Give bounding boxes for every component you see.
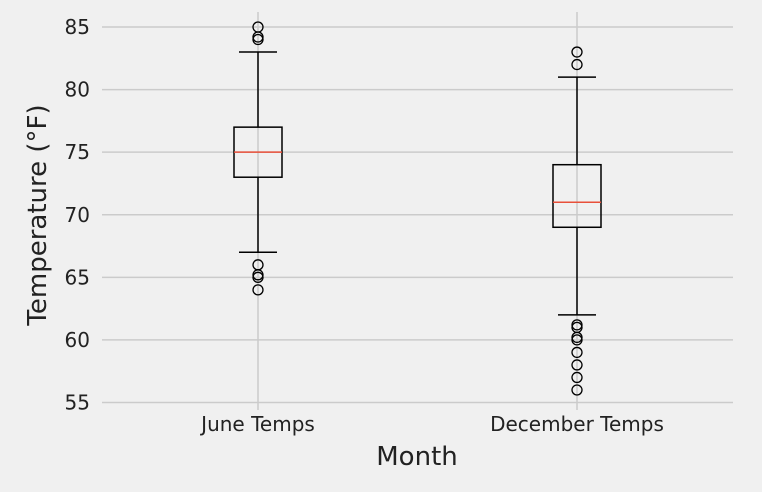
y-tick-label: 85 [65,15,90,39]
outlier-point [571,319,583,331]
outlier-point [252,21,264,33]
x-tick-label: June Temps [199,412,315,436]
y-tick-label: 80 [65,78,90,102]
outlier-point [571,346,583,359]
y-tick-label: 55 [65,390,90,414]
outlier-point [252,284,264,296]
outlier-point [571,359,583,371]
box-group [552,46,602,396]
y-tick-label: 75 [65,140,90,164]
x-tick-label: December Temps [490,412,664,436]
y-tick-label: 60 [65,328,90,352]
outlier-point [571,384,583,396]
outlier-point [252,259,264,271]
outlier-point [571,46,583,58]
outlier-point [571,371,583,384]
box-iqr [552,163,602,229]
boxes [233,21,602,396]
y-axis-title: Temperature (°F) [23,104,53,326]
y-tick-label: 65 [65,265,90,289]
x-axis-title: Month [376,442,458,472]
box-group [233,21,283,296]
outlier-point [571,58,583,71]
tick-labels: 55 60 65 70 75 80 85 June Temps December Temps [65,15,664,436]
y-tick-label: 70 [65,203,90,227]
